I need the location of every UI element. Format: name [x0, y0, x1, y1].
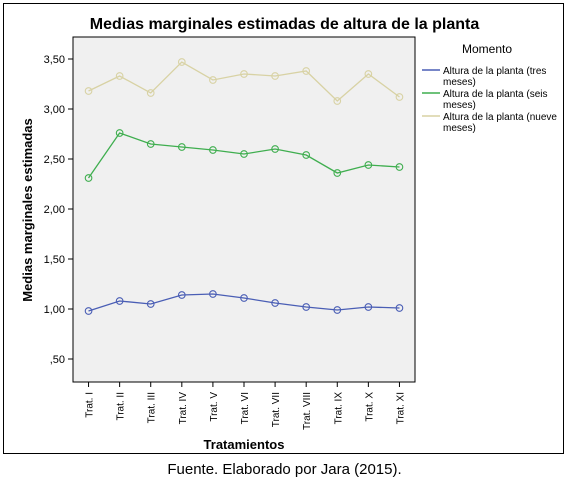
data-point	[209, 76, 217, 84]
data-point	[84, 87, 93, 95]
x-axis-label: Tratamientos	[204, 437, 285, 452]
legend-label: Altura de la planta (seis	[443, 89, 548, 100]
y-tick-label: 3,50	[44, 54, 65, 66]
legend-label: meses)	[443, 100, 476, 111]
figure-caption: Fuente. Elaborado por Jara (2015).	[167, 461, 402, 478]
x-tick-label: Trat. IV	[178, 392, 189, 425]
y-tick-label: 1,50	[44, 254, 65, 266]
data-point	[333, 97, 342, 105]
data-point	[146, 140, 155, 148]
data-point	[364, 303, 373, 311]
y-tick-label: 3,00	[44, 104, 65, 116]
legend: Momento Altura de la planta (tresmeses)A…	[422, 42, 557, 134]
data-point	[395, 93, 404, 101]
data-point	[302, 67, 311, 75]
series-line	[88, 61, 400, 102]
data-point	[395, 163, 404, 171]
data-point	[333, 306, 342, 314]
data-point	[209, 146, 217, 154]
data-point	[177, 58, 186, 66]
data-point	[302, 151, 311, 159]
legend-title: Momento	[462, 42, 512, 56]
x-tick-label: Trat. I	[85, 392, 96, 418]
data-point	[240, 70, 248, 78]
data-point	[364, 161, 373, 169]
data-point	[395, 304, 404, 312]
y-tick-label: 2,00	[44, 204, 65, 216]
data-point	[146, 300, 155, 308]
data-point	[115, 72, 124, 80]
data-point	[84, 174, 93, 182]
data-point	[115, 129, 124, 137]
x-tick-label: Trat. V	[209, 392, 220, 422]
series-layer	[84, 58, 404, 315]
data-point	[333, 169, 342, 177]
y-axis-label: Medias marginales estimadas	[20, 118, 35, 302]
x-tick-label: Trat. VIII	[302, 392, 313, 430]
series-line	[88, 293, 400, 312]
data-point	[84, 307, 93, 315]
y-tick-label: 1,00	[44, 304, 65, 316]
data-point	[115, 297, 124, 305]
data-point	[271, 72, 279, 80]
data-point	[209, 290, 217, 298]
data-point	[240, 294, 248, 302]
data-point	[177, 291, 186, 299]
x-tick-label: Trat. XI	[395, 392, 406, 424]
y-tick-label: 2,50	[44, 154, 65, 166]
data-point	[271, 145, 279, 153]
x-tick-label: Trat. II	[116, 392, 127, 421]
x-tick-label: Trat. IX	[333, 392, 344, 425]
x-axis: Trat. I Trat. II Trat. III Trat. IV Trat. V T…	[85, 382, 406, 430]
plot-area	[72, 36, 416, 383]
x-tick-label: Trat. VI	[240, 392, 251, 424]
legend-label: meses)	[443, 123, 476, 134]
data-point	[364, 70, 373, 78]
chart-title: Medias marginales estimadas de altura de…	[89, 16, 480, 33]
data-point	[240, 150, 248, 158]
x-tick-label: Trat. VII	[271, 392, 282, 427]
series-line	[87, 132, 400, 179]
x-tick-label: Trat. III	[147, 392, 158, 423]
y-tick-label: ,50	[50, 354, 65, 366]
y-axis: ,50 1,00 1,50 2,00 2,50 3,00 3,50	[44, 54, 73, 366]
data-point	[146, 89, 155, 97]
legend-label: Altura de la planta (nueve	[443, 112, 557, 123]
x-tick-label: Trat. X	[364, 392, 375, 422]
legend-label: meses)	[443, 77, 476, 88]
legend-label: Altura de la planta (tres	[443, 66, 546, 77]
data-point	[177, 143, 186, 151]
data-point	[271, 299, 279, 307]
data-point	[302, 303, 311, 311]
